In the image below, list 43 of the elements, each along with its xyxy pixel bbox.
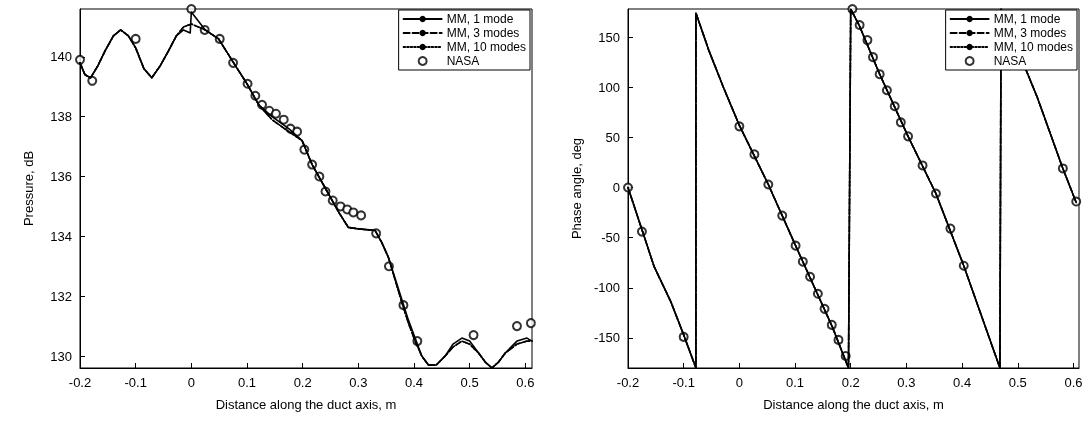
legend-label: MM, 1 mode (446, 12, 514, 26)
x-tick-label: -0.1 (672, 375, 695, 390)
y-tick-label: 140 (50, 49, 72, 65)
legend-label: MM, 3 modes (446, 26, 520, 40)
x-tick-label: 0.2 (293, 375, 312, 390)
x-axis-title: Distance along the duct axis, m (763, 397, 944, 412)
y-tick-label: 134 (50, 228, 72, 244)
y-tick-label: -50 (601, 230, 620, 246)
x-tick-label: 0.3 (897, 375, 916, 390)
x-tick-label: 0.2 (841, 375, 860, 390)
y-axis-title: Phase angle, deg (569, 137, 584, 240)
x-tick-label: 0.1 (786, 375, 805, 390)
x-tick-label: 0.6 (1064, 375, 1083, 390)
x-tick-label: -0.1 (124, 375, 147, 390)
x-tick-label: 0.4 (404, 375, 424, 390)
x-tick-label: 0.1 (237, 375, 257, 390)
legend-label: MM, 10 modes (993, 40, 1073, 54)
x-tick-label: 0.3 (349, 375, 368, 390)
y-tick-label: -100 (593, 280, 620, 296)
y-tick-label: 138 (50, 109, 72, 125)
y-tick-label: 136 (50, 169, 72, 185)
y-tick-label: -150 (593, 330, 620, 346)
legend-label: MM, 3 modes (993, 26, 1067, 40)
y-tick-label: 150 (598, 29, 620, 45)
x-tick-label: 0.4 (953, 375, 972, 390)
x-tick-label: 0 (187, 375, 195, 390)
y-tick-label: 132 (50, 288, 72, 304)
legend-label: MM, 1 mode (993, 12, 1061, 26)
x-tick-label: 0.5 (1008, 375, 1027, 390)
legend-label: MM, 10 modes (446, 40, 526, 54)
y-axis-title: Pressure, dB (21, 150, 36, 227)
y-tick-label: 130 (50, 348, 72, 364)
x-axis-title: Distance along the duct axis, m (215, 397, 397, 412)
legend-label: NASA (446, 54, 480, 68)
y-tick-label: 50 (605, 129, 620, 145)
y-tick-label: 0 (612, 180, 620, 195)
y-tick-label: 100 (598, 79, 620, 95)
x-tick-label: -0.2 (616, 375, 640, 390)
legend-label: NASA (993, 54, 1027, 68)
x-tick-label: 0 (735, 375, 743, 390)
x-tick-label: 0.5 (460, 375, 479, 390)
x-tick-label: -0.2 (68, 375, 92, 390)
x-tick-label: 0.6 (516, 375, 535, 390)
